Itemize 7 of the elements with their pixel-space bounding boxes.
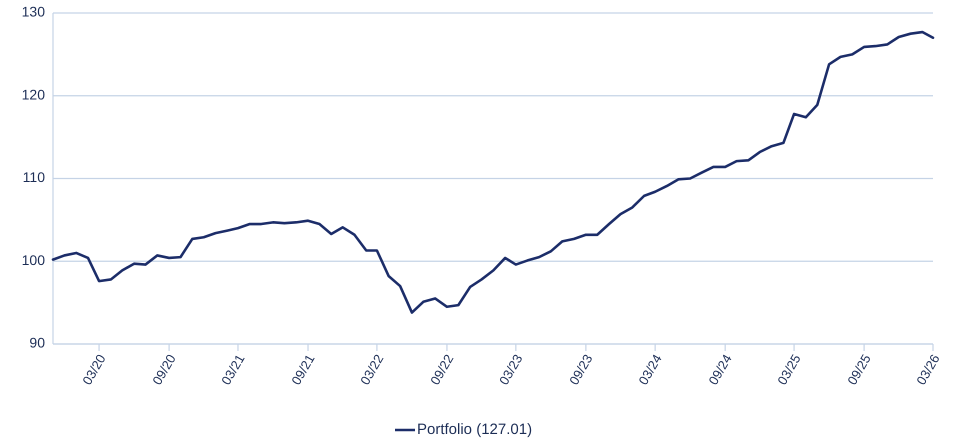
y-tick-label: 100	[22, 252, 46, 268]
legend-label: Portfolio (127.01)	[417, 420, 532, 438]
y-tick-label: 130	[22, 4, 46, 20]
y-tick-label: 110	[22, 169, 46, 186]
line-series	[52, 30, 934, 314]
y-tick-label: 120	[22, 86, 46, 102]
y-tick-label: 90	[29, 334, 46, 351]
